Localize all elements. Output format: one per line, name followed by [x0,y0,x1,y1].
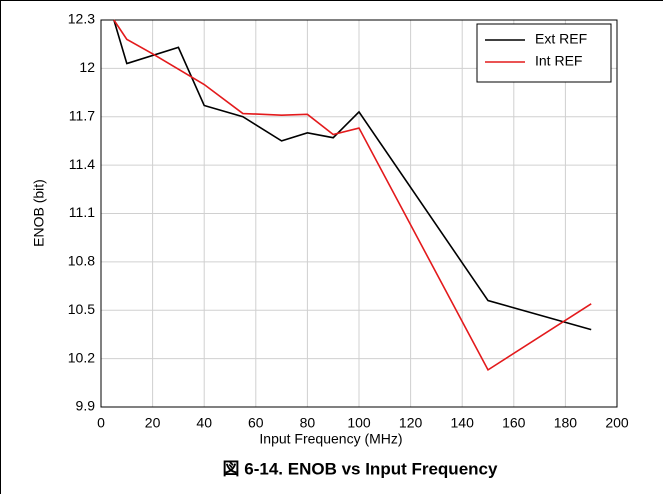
x-tick-label: 0 [97,415,105,431]
y-tick-label: 11.4 [69,156,95,172]
y-tick-label: 10.8 [68,253,95,269]
y-tick-label: 12.3 [68,11,95,27]
x-tick-label: 140 [451,415,475,431]
x-tick-label: 80 [300,415,316,431]
x-tick-label: 20 [145,415,161,431]
plot-frame [100,19,618,408]
legend-label: Ext REF [535,31,587,47]
x-tick-label: 200 [605,415,629,431]
y-tick-label: 10.5 [68,301,95,317]
y-tick-label: 9.9 [76,398,96,414]
legend-label: Int REF [535,53,582,69]
y-tick-label: 11.7 [69,107,95,123]
x-axis-label: Input Frequency (MHz) [259,431,402,447]
x-tick-label: 160 [502,415,526,431]
y-axis-label: ENOB (bit) [31,179,47,247]
x-tick-label: 180 [554,415,578,431]
y-tick-label: 11.1 [69,204,95,220]
y-tick-label: 10.2 [68,349,95,365]
caption: 図 6-14. ENOB vs Input Frequency [223,459,498,478]
series-line [113,19,592,372]
x-tick-label: 60 [248,415,264,431]
legend-box [476,23,612,83]
x-tick-label: 120 [399,415,423,431]
series-line [113,19,592,331]
y-tick-label: 12 [79,59,95,75]
x-tick-label: 40 [196,415,212,431]
x-tick-label: 100 [347,415,371,431]
